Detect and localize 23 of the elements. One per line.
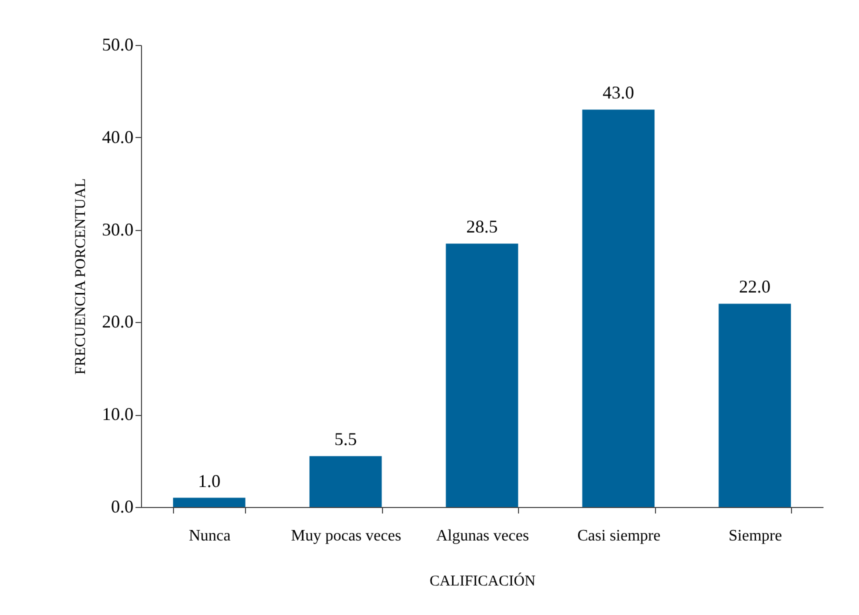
- y-tick-label: 40.0: [102, 126, 134, 147]
- x-tick-label: Algunas veces: [436, 528, 529, 544]
- bar: [446, 244, 518, 507]
- y-tick-label: 50.0: [102, 34, 134, 54]
- x-tick-label: Casi siempre: [577, 528, 660, 544]
- data-label: 22.0: [739, 276, 771, 297]
- y-tick-label: 20.0: [102, 312, 134, 332]
- data-label: 28.5: [466, 216, 498, 237]
- data-label: 5.5: [334, 429, 357, 450]
- bar: [582, 110, 655, 507]
- data-label: 43.0: [602, 82, 634, 103]
- y-tick-label: 10.0: [102, 404, 134, 424]
- x-tick-label: Muy pocas veces: [291, 528, 402, 544]
- x-tick-label: Nunca: [188, 528, 231, 544]
- y-tick-label: 0.0: [111, 496, 134, 516]
- bar: [173, 498, 246, 507]
- bar: [309, 456, 382, 507]
- y-axis-title: FRECUENCIA PORCENTUAL: [73, 178, 89, 375]
- data-label: 1.0: [198, 470, 220, 491]
- y-tick-label: 30.0: [102, 219, 134, 240]
- x-axis-title: CALIFICACIÓN: [430, 572, 536, 590]
- bar: [718, 304, 791, 507]
- x-tick-label: Siempre: [728, 528, 782, 544]
